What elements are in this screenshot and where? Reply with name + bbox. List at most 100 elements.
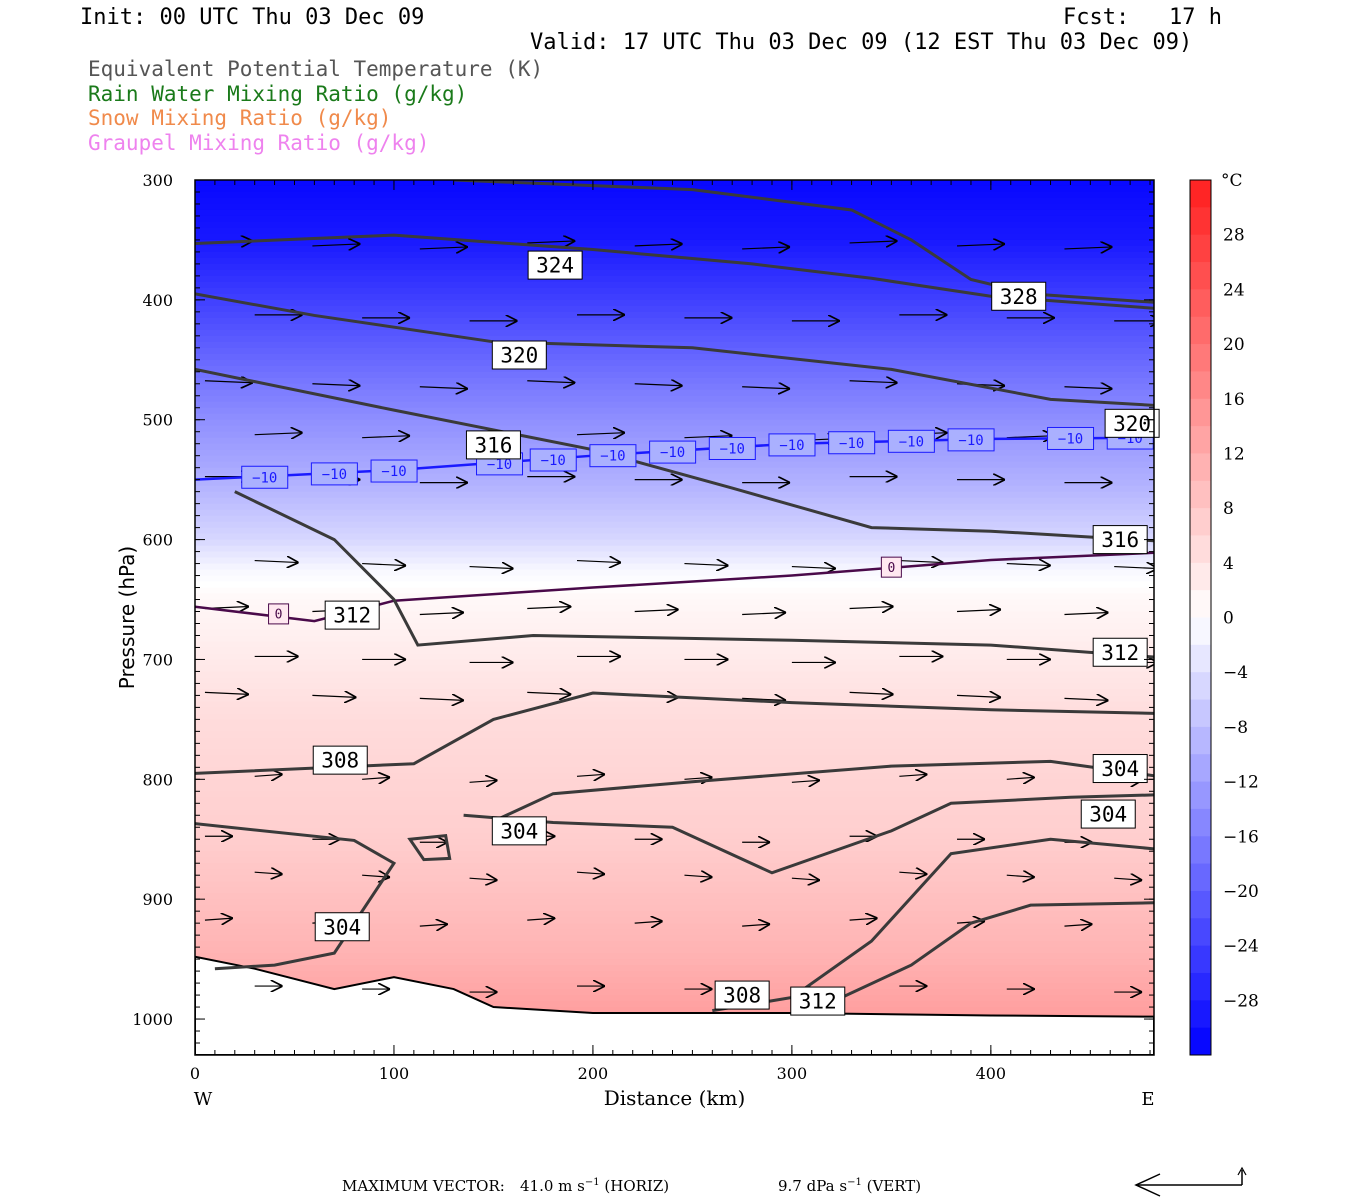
field-band xyxy=(195,365,1154,373)
reference-arrow xyxy=(1134,1166,1247,1197)
field-band xyxy=(195,815,1154,822)
wind-vector xyxy=(1006,875,1035,877)
field-band xyxy=(195,497,1154,505)
field-band xyxy=(195,875,1154,882)
field-band xyxy=(195,623,1154,631)
field-band xyxy=(195,617,1154,625)
wind-vector xyxy=(742,924,770,926)
field-band xyxy=(195,833,1154,840)
isotherm-label: −10 xyxy=(541,453,566,469)
wind-vector xyxy=(849,241,898,243)
y-tick-label: 900 xyxy=(142,890,173,909)
colorbar-swatch xyxy=(1190,863,1211,892)
field-band xyxy=(195,581,1154,589)
colorbar-tick-label: −4 xyxy=(1223,663,1248,683)
field-band xyxy=(195,401,1154,409)
field-band xyxy=(195,767,1154,774)
wind-vector xyxy=(742,247,790,249)
plot-frame xyxy=(194,179,1155,1056)
y-tick-label: 800 xyxy=(142,770,173,789)
wind-vector xyxy=(849,381,898,383)
field-band xyxy=(195,431,1154,439)
theta-e-label-box xyxy=(790,986,846,1016)
theta-e-label-box xyxy=(314,912,370,942)
wind-vector xyxy=(791,780,820,782)
wind-vector xyxy=(899,872,927,874)
wind-vector xyxy=(362,564,406,566)
field-band xyxy=(195,959,1154,966)
field-band xyxy=(195,407,1154,415)
colorbar-swatch xyxy=(1190,617,1211,646)
field-band xyxy=(195,845,1154,852)
field-band xyxy=(195,359,1154,367)
field-band xyxy=(195,881,1154,888)
theta-e-label: 320 xyxy=(1113,412,1151,436)
isotherm-label: −10 xyxy=(958,433,983,449)
field-band xyxy=(195,965,1154,972)
field-band xyxy=(195,335,1154,343)
theta-e-label-box xyxy=(714,980,770,1010)
field-band xyxy=(195,887,1154,894)
field-band xyxy=(195,329,1154,337)
theta-e-label-box xyxy=(1092,637,1148,667)
colorbar-swatch xyxy=(1190,207,1211,236)
isotherm-line xyxy=(195,551,1154,623)
field-band xyxy=(195,245,1154,253)
field-band xyxy=(195,221,1154,229)
isotherm-label-box xyxy=(310,462,358,486)
field-band xyxy=(195,347,1154,355)
forecast-hour: Fcst: 17 h xyxy=(1063,5,1222,30)
theta-e-label-box xyxy=(312,745,368,775)
colorbar-tick-label: 12 xyxy=(1223,444,1245,464)
wind-vector xyxy=(742,387,790,389)
colorbar-swatch xyxy=(1190,972,1211,1001)
isotherm-label: −10 xyxy=(720,442,745,458)
isotherm-label: 0 xyxy=(887,561,895,576)
field-band xyxy=(195,425,1154,433)
field-band xyxy=(195,947,1154,954)
field-band xyxy=(195,323,1154,331)
isotherm-label-box xyxy=(887,429,935,453)
colorbar-tick-label: −8 xyxy=(1223,718,1248,738)
field-band xyxy=(195,563,1154,571)
colorbar-swatch xyxy=(1190,836,1211,865)
field-band xyxy=(195,689,1154,697)
terrain-mask xyxy=(195,955,1154,1055)
wind-vector xyxy=(254,561,299,563)
y-tick-label: 400 xyxy=(142,291,173,310)
colorbar-swatch xyxy=(1190,508,1211,536)
theta-e-label: 324 xyxy=(536,254,574,278)
colorbar-tick-label: −24 xyxy=(1223,937,1259,957)
field-band xyxy=(195,839,1154,846)
field-band xyxy=(195,935,1154,942)
colorbar-swatch xyxy=(1190,754,1211,783)
field-band xyxy=(195,797,1154,804)
theta-e-label-box xyxy=(1092,754,1148,784)
field-band xyxy=(195,371,1154,379)
colorbar-swatch xyxy=(1190,672,1211,701)
field-band xyxy=(195,599,1154,607)
field-band xyxy=(195,893,1154,900)
x-tick-label: 400 xyxy=(976,1064,1007,1083)
isotherm-label: −10 xyxy=(660,445,685,461)
legend-theta-e: Equivalent Potential Temperature (K) xyxy=(88,57,544,81)
field-band xyxy=(195,395,1154,403)
field-band xyxy=(195,257,1154,265)
wind-vector xyxy=(576,872,605,874)
wind-vector xyxy=(204,918,233,920)
field-band xyxy=(195,755,1154,762)
field-band xyxy=(195,977,1154,984)
field-band xyxy=(195,653,1154,661)
field-band xyxy=(195,995,1154,1002)
field-band xyxy=(195,923,1154,930)
field-band xyxy=(195,701,1154,708)
theta-e-label: 316 xyxy=(1101,528,1139,552)
wind-vector xyxy=(204,381,253,383)
colorbar-swatch xyxy=(1190,344,1211,372)
field-band xyxy=(195,899,1154,906)
field-band xyxy=(195,191,1154,199)
colorbar-swatch xyxy=(1190,781,1211,810)
y-tick-label: 500 xyxy=(142,411,173,430)
field-band xyxy=(195,761,1154,768)
theta-e-label: 304 xyxy=(1101,757,1139,781)
